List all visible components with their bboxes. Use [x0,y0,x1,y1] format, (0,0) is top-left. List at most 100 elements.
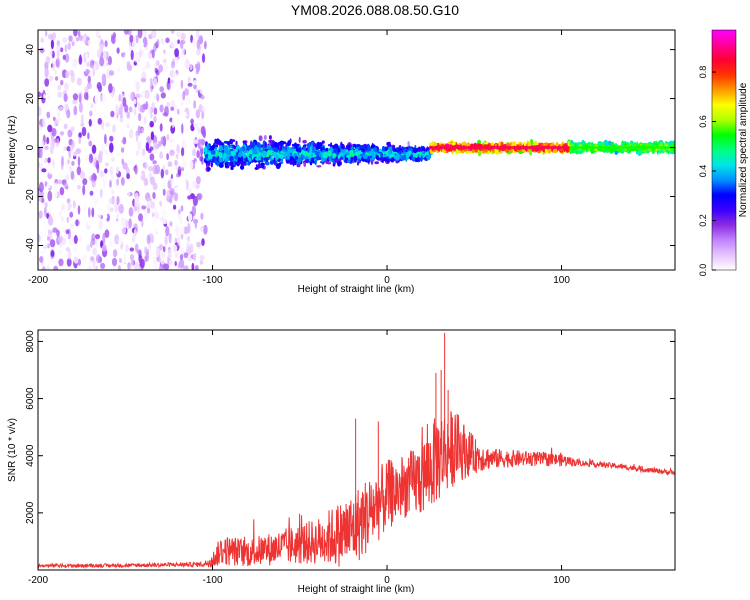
noise-mark [101,144,105,154]
noise-mark [61,210,65,218]
noise-mark [127,262,131,270]
noise-mark [163,49,166,54]
noise-mark [159,151,163,159]
signal-mark [230,166,234,170]
noise-mark [117,264,121,270]
noise-mark [158,265,164,270]
noise-mark [136,249,142,255]
noise-mark [118,203,124,214]
noise-mark [45,265,50,270]
noise-mark [77,258,81,266]
snr-frame [37,329,676,571]
noise-mark [186,242,190,251]
noise-mark [98,43,104,50]
signal-mark [207,154,212,160]
signal-mark [312,142,316,148]
noise-mark [77,156,81,167]
noise-mark [165,225,170,237]
noise-mark [46,111,51,119]
signal-mark [206,167,211,171]
signal-mark [243,150,247,154]
signal-mark [322,146,325,149]
signal-mark [310,157,314,163]
signal-mark [275,155,280,160]
noise-mark [102,175,108,185]
noise-mark [101,93,106,104]
noise-mark [179,254,184,261]
noise-mark [151,30,157,39]
noise-mark [108,83,113,94]
noise-mark [72,99,78,105]
signal-mark [322,158,326,162]
noise-mark [184,88,190,96]
signal-mark [293,142,298,148]
signal-mark [368,150,373,156]
noise-mark [150,112,153,119]
noise-mark [158,244,164,251]
signal-mark [206,145,210,149]
noise-mark [183,265,189,270]
noise-mark [73,105,78,116]
noise-mark [174,57,179,65]
noise-mark [67,249,72,261]
signal-mark [223,146,229,151]
signal-mark [292,159,295,167]
noise-mark [165,169,169,176]
noise-mark [97,117,103,125]
noise-mark [72,93,79,101]
noise-mark [157,30,162,38]
noise-mark [45,56,50,65]
noise-mark [139,258,145,269]
signal-mark [490,142,495,146]
noise-mark [191,262,195,270]
noise-mark [44,157,48,163]
signal-mark [255,157,261,161]
noise-mark [153,206,157,214]
noise-mark [137,151,143,162]
signal-mark [268,135,272,140]
noise-mark [89,110,93,117]
noise-mark [120,147,125,153]
noise-mark [50,145,54,155]
noise-mark [159,104,164,113]
noise-mark [103,213,108,220]
spectrogram-marks [38,30,675,270]
noise-mark [100,215,103,220]
noise-mark [40,250,45,255]
signal-mark [290,152,293,156]
noise-mark [100,262,106,269]
signal-mark [349,150,354,156]
noise-mark [174,159,178,166]
noise-mark [111,175,115,181]
signal-mark [242,146,246,152]
noise-mark [187,82,193,87]
x-tick-label: 100 [553,575,570,586]
noise-mark [109,197,115,205]
noise-mark [143,209,148,220]
noise-mark [73,178,77,183]
noise-mark [144,246,148,255]
noise-mark [139,40,144,49]
noise-mark [139,171,143,177]
noise-mark [135,34,139,44]
noise-mark [65,70,69,79]
noise-mark [177,39,180,44]
noise-mark [176,173,179,178]
noise-mark [177,86,182,95]
noise-mark [173,204,177,210]
colorbar-tick-label: 0.0 [698,264,708,277]
carrier-peak [445,145,450,150]
signal-mark [327,144,331,147]
signal-mark [309,146,312,153]
noise-mark [48,75,54,82]
noise-mark [73,151,78,156]
noise-mark [180,79,184,89]
noise-mark [52,227,58,233]
noise-mark [130,147,134,159]
noise-mark [51,60,55,72]
noise-mark [41,168,47,173]
noise-mark [43,220,47,231]
noise-mark [47,243,50,249]
noise-mark [146,197,152,203]
noise-mark [177,108,180,115]
